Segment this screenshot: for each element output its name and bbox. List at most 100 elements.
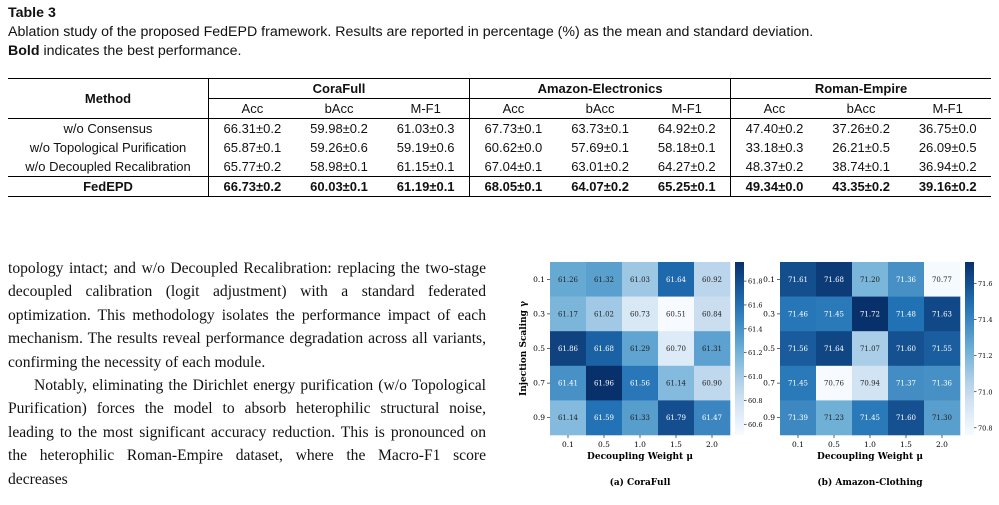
method-cell: w/o Consensus (63, 121, 153, 136)
cell-value: 71.20 (860, 276, 880, 284)
paragraph: topology intact; and w/o Decoupled Recal… (8, 260, 486, 371)
column-header: bAcc (817, 98, 905, 119)
ablation-table: Method CoraFull Amazon-Electronics Roman-Em… (8, 78, 991, 197)
value-cell: 47.40±0.2 (730, 118, 818, 138)
table-row: FedEPD 66.73±0.2 60.03±0.1 61.19±0.1 68.05±0… (8, 176, 991, 197)
heatmap-cell (816, 296, 853, 332)
cell-value: 70.76 (824, 380, 845, 388)
group-header: CoraFull (207, 78, 470, 99)
column-header: Acc (469, 98, 557, 119)
heatmap-cell (658, 262, 695, 297)
heatmap-cell (622, 400, 659, 436)
colorbar-tick-label: 61.8 (748, 278, 762, 286)
heatmap-cell (780, 331, 817, 367)
y-tick-label: 0.7 (533, 379, 545, 388)
cell-value: 71.60 (896, 414, 916, 422)
cell-value: 71.45 (788, 380, 808, 388)
figure: 61.26 61.32 61.03 61.64 60.92 61.17 61.02 60.73… (519, 262, 992, 488)
x-tick-label: 2.0 (706, 440, 718, 449)
y-axis-label: Injection Scaling γ (519, 301, 529, 396)
cell-value: 71.37 (896, 380, 916, 388)
cell-value: 71.23 (824, 414, 844, 422)
cell-value: 61.64 (666, 276, 687, 284)
cell-value: 71.55 (932, 345, 952, 353)
value-cell: 66.31±0.2 (207, 118, 296, 138)
value-cell: 38.74±0.1 (832, 159, 890, 174)
cell-value: 60.73 (630, 310, 650, 318)
heatmap-cell (550, 365, 587, 401)
value-cell: 65.25±0.1 (643, 176, 731, 197)
cell-value: 71.56 (788, 345, 809, 353)
cell-value: 61.47 (702, 414, 722, 422)
heatmap-cell (888, 331, 925, 367)
x-tick-label: 0.1 (792, 440, 804, 449)
cell-value: 61.26 (558, 276, 579, 284)
colorbar-tick-label: 71.6 (978, 280, 992, 288)
colorbar (965, 262, 974, 435)
heatmap-cell (622, 331, 659, 367)
value-cell: 59.98±0.2 (310, 121, 368, 136)
y-tick-label: 0.9 (763, 413, 775, 422)
heatmap-cell (852, 400, 889, 436)
x-tick-label: 1.0 (634, 440, 646, 449)
cell-value: 71.64 (824, 345, 845, 353)
colorbar-tick-label: 61.4 (748, 325, 762, 333)
cell-value: 71.61 (788, 276, 808, 284)
group-header: Roman-Empire (730, 78, 991, 99)
cell-value: 71.63 (932, 310, 952, 318)
heatmap-cell (780, 365, 817, 401)
heatmap-cell (852, 262, 889, 297)
heatmap-cell (852, 296, 889, 332)
value-cell: 60.03±0.1 (295, 176, 383, 197)
cell-value: 71.46 (788, 310, 809, 318)
y-tick-label: 0.5 (763, 344, 775, 353)
heatmap-cell (550, 331, 587, 367)
value-cell: 48.37±0.2 (730, 157, 818, 177)
colorbar-tick-label: 70.8 (978, 424, 992, 432)
heatmap-cell (924, 262, 961, 297)
cell-value: 60.92 (702, 276, 722, 284)
heatmap-cell (694, 400, 731, 436)
heatmap-cell (550, 296, 587, 332)
colorbar-tick-label: 71.4 (978, 316, 992, 324)
column-header: bAcc (295, 98, 383, 119)
column-header: M-F1 (904, 98, 991, 119)
value-cell: 58.18±0.1 (657, 140, 716, 155)
heatmap-cell (816, 262, 853, 297)
value-cell: 61.15±0.1 (396, 159, 455, 174)
cell-value: 60.90 (702, 380, 722, 388)
cell-value: 71.45 (824, 310, 844, 318)
heatmap-cell (658, 400, 695, 436)
heatmap-cell (852, 365, 889, 401)
heatmap-cell (658, 331, 695, 367)
caption-note: Bold indicates the best performance. (8, 42, 993, 61)
cell-value: 61.14 (666, 380, 687, 388)
x-axis-label: Decoupling Weight μ (817, 452, 923, 462)
heatmap-cell (888, 365, 925, 401)
cell-value: 71.36 (896, 276, 917, 284)
cell-value: 71.36 (932, 380, 953, 388)
heatmap-cell (586, 331, 623, 367)
method-cell: w/o Decoupled Recalibration (25, 159, 191, 174)
caption-note-text: indicates the best performance. (43, 43, 242, 59)
y-tick-label: 0.1 (533, 275, 545, 284)
value-cell: 26.09±0.5 (918, 140, 977, 155)
x-tick-label: 1.5 (670, 440, 682, 449)
heatmap-cell (658, 296, 695, 332)
heatmap-cell (816, 400, 853, 436)
value-cell: 26.21±0.5 (832, 140, 890, 155)
table-row: w/o Topological Purification 65.87±0.1 59.… (8, 138, 991, 157)
value-cell: 63.01±0.2 (571, 159, 629, 174)
heatmap-cell (852, 331, 889, 367)
header-row: Method CoraFull Amazon-Electronics Roman-Em… (8, 78, 991, 119)
method-header: Method (8, 78, 209, 119)
value-cell: 57.69±0.1 (571, 140, 629, 155)
y-tick-label: 0.3 (763, 309, 775, 318)
colorbar-tick-label: 71.0 (978, 388, 992, 396)
heatmap-cell (888, 262, 925, 297)
x-tick-label: 1.0 (864, 440, 876, 449)
cell-value: 70.77 (932, 276, 952, 284)
cell-value: 61.96 (594, 380, 615, 388)
cell-value: 61.33 (630, 414, 650, 422)
